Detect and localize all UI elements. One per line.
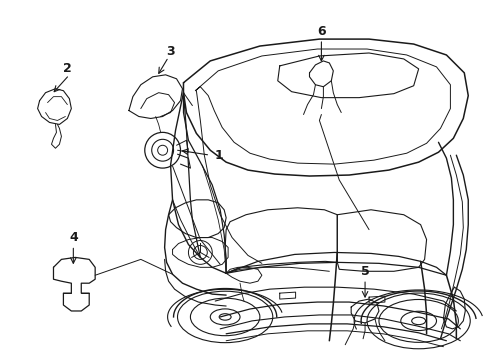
Text: 6: 6 [316,24,325,38]
Text: 2: 2 [63,62,72,75]
Text: 3: 3 [166,45,175,58]
Text: 5: 5 [360,265,368,278]
Text: 1: 1 [214,149,223,162]
Text: 4: 4 [69,231,78,244]
